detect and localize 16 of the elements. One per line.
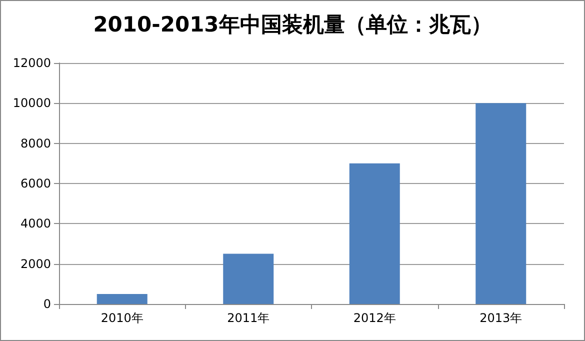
x-tick-label: 2011年 [227,311,270,325]
bar [349,163,400,304]
y-tick-label: 4000 [20,216,51,231]
bar [476,103,526,304]
x-tick-label: 2010年 [100,311,144,325]
y-tick-label: 6000 [20,176,51,190]
bar [96,294,148,304]
y-tick-label: 2000 [20,256,51,271]
x-tick-label: 2013年 [480,311,522,325]
bar [223,254,274,304]
y-tick-label: 0 [43,297,51,311]
y-tick-label: 12000 [12,56,51,70]
y-tick-label: 8000 [20,136,51,150]
chart-title: 2010-2013年中国装机量（单位：兆瓦） [93,12,492,36]
y-tick-label: 10000 [12,96,51,110]
x-tick-label: 2012年 [353,311,396,325]
